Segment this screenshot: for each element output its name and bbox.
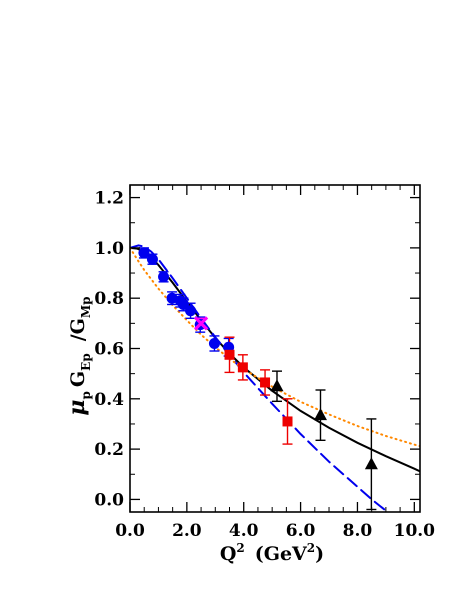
square-point [237,362,248,373]
x-axis-title: Q2 (GeV2) [220,541,324,565]
triangle-point [270,379,284,392]
cross-point [193,316,209,331]
y-tick-label: 0.4 [94,390,124,410]
y-tick-label: 0.0 [94,490,124,510]
circle-point [138,247,150,259]
circle-point [208,337,220,349]
x-tick-label: 0.0 [115,521,145,541]
y-tick-label: 1.2 [94,189,124,209]
y-tick-label: 0.2 [94,440,124,460]
dashed-curve [130,244,390,512]
circle-point [158,271,170,283]
x-tick-label: 6.0 [286,521,316,541]
y-tick-label: 0.6 [94,340,124,360]
y-tick-label: 1.0 [94,239,124,259]
solid-curve [130,246,420,473]
dotted-curve [130,246,420,448]
y-tick-label: 0.8 [94,289,124,309]
theory-curves [130,244,420,512]
x-tick-label: 2.0 [172,521,202,541]
square-point [224,349,235,360]
circle-point [177,298,189,310]
x-tick-label: 10.0 [394,521,436,541]
axis-ticks [129,185,420,512]
circle-point [146,253,158,265]
x-tick-label: 8.0 [343,521,373,541]
plot-frame [129,184,421,513]
data-markers [138,247,378,470]
circle-point [185,305,197,317]
y-axis-title: μpGEp/GMp [64,296,93,415]
triangle-point [313,408,327,421]
square-point [282,416,293,427]
square-point [260,377,271,388]
triangle-point [364,457,378,470]
x-tick-label: 4.0 [229,521,259,541]
circle-point [166,292,178,304]
tick-labels: 0.0 2.0 4.0 6.0 8.0 10.0 0.0 0.2 0.4 0.6 0.8 1.0 1.2 [94,189,435,541]
